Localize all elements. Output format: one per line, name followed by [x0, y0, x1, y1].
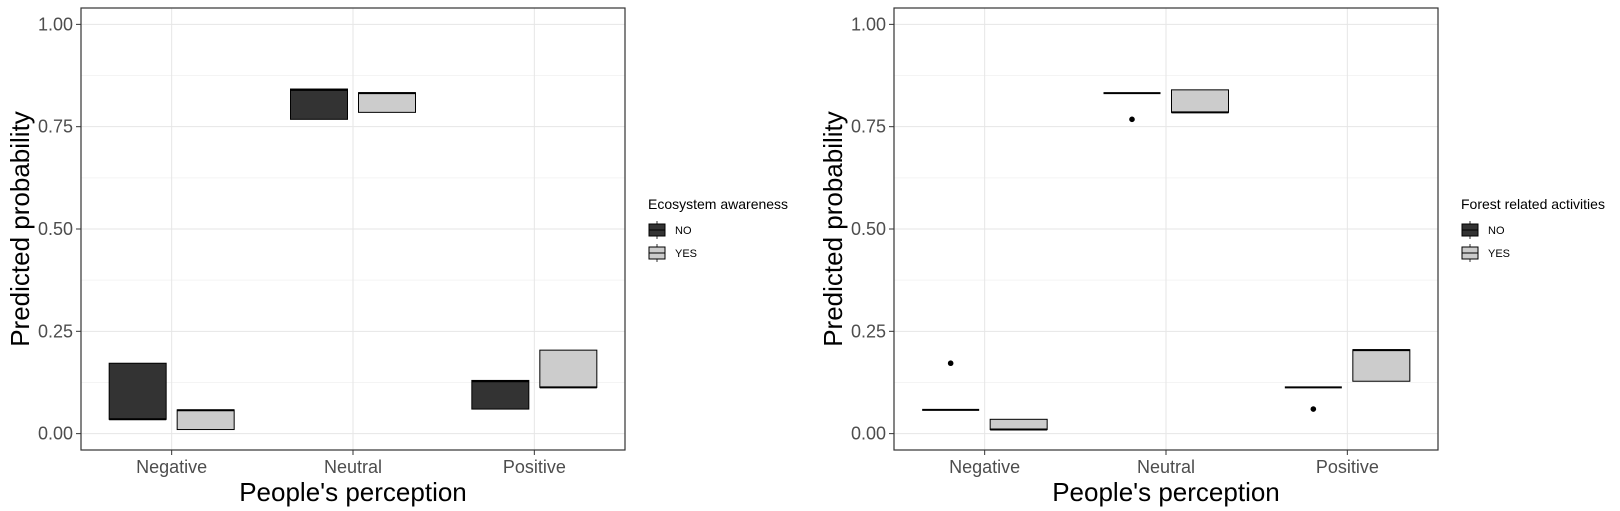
y-tick-label: 0.25: [38, 321, 73, 341]
box-yes-negative: [989, 418, 1048, 431]
box-no-positive: [471, 379, 530, 410]
x-axis-title: People's perception: [1052, 477, 1280, 507]
box-yes-positive: [1352, 349, 1411, 382]
chart-panel-1: 0.00 0.25 0.50 0.75 1.00 Negative Neutral Posit…: [5, 7, 788, 507]
box-no-negative: [108, 362, 167, 420]
box-yes-neutral: [358, 92, 416, 113]
y-tick-label: 1.00: [851, 14, 886, 34]
chart-panel-2: 0.00 0.25 0.50 0.75 1.00 Negative Neutral Posit…: [818, 7, 1605, 507]
box-no-neutral: [290, 88, 348, 120]
box-yes-positive: [539, 349, 598, 388]
legend-title: Ecosystem awareness: [648, 196, 788, 212]
legend-title: Forest related activities: [1461, 196, 1605, 212]
x-tick-label: Negative: [949, 457, 1020, 477]
outlier-point: [1310, 406, 1317, 412]
y-tick-label: 0.50: [851, 219, 886, 239]
legend-label-no: NO: [1488, 225, 1505, 237]
outlier-point: [947, 360, 954, 367]
legend: Ecosystem awareness NO YES: [648, 196, 788, 262]
y-tick-label: 0.25: [851, 321, 886, 341]
y-tick-label: 0.75: [851, 117, 886, 137]
y-axis-title: Predicted probability: [5, 111, 35, 347]
box-yes-neutral: [1171, 89, 1229, 113]
y-tick-label: 0.75: [38, 117, 73, 137]
box-yes-negative: [176, 409, 235, 431]
y-tick-label: 0.00: [851, 424, 886, 444]
x-axis-title: People's perception: [239, 477, 467, 507]
x-tick-label: Positive: [1316, 457, 1379, 477]
legend: Forest related activities NO YES: [1461, 196, 1605, 262]
legend-label-yes: YES: [1488, 248, 1510, 260]
y-tick-label: 0.00: [38, 424, 73, 444]
x-tick-label: Neutral: [1137, 457, 1195, 477]
x-tick-label: Neutral: [324, 457, 382, 477]
legend-label-yes: YES: [675, 248, 697, 260]
y-tick-label: 1.00: [38, 14, 73, 34]
x-tick-label: Positive: [503, 457, 566, 477]
y-axis-title: Predicted probability: [818, 111, 848, 347]
outlier-point: [1129, 116, 1135, 123]
x-tick-label: Negative: [136, 457, 207, 477]
legend-label-no: NO: [675, 225, 692, 237]
y-tick-label: 0.50: [38, 219, 73, 239]
